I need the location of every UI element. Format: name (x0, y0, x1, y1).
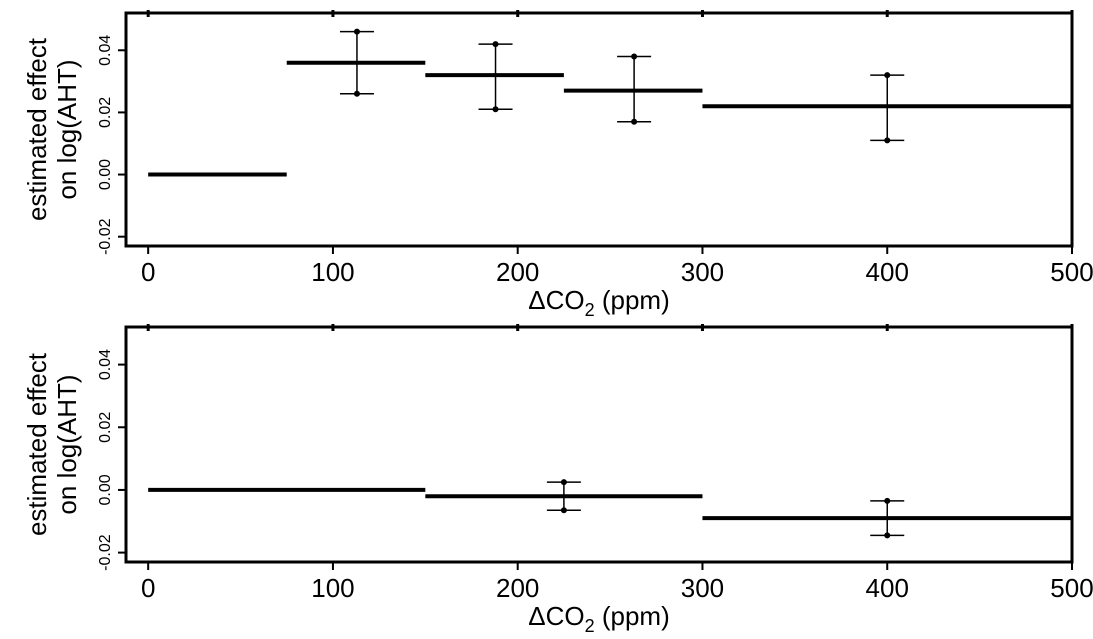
x-axis-title: ΔCO2 (ppm) (528, 601, 670, 636)
y-axis-title-line2: on log(AHT) (52, 374, 82, 514)
panel-1: 0 100 200 300 400 500 -0.02 0.00 0.02 0.04 estimat… (22, 10, 1093, 320)
x-tick-label: 400 (866, 573, 909, 603)
x-tick-label: 200 (496, 257, 539, 287)
error-bar-point-high (560, 479, 567, 486)
x-tick-label: 500 (1050, 573, 1093, 603)
y-tick-label: -0.02 (97, 218, 114, 255)
x-tick-label: 0 (141, 573, 155, 603)
y-tick-label: 0.02 (97, 412, 114, 443)
x-tick-label: 300 (681, 257, 724, 287)
y-axis-title-line1: estimated effect (22, 352, 52, 536)
x-tick-label: 500 (1050, 257, 1093, 287)
y-axis-title-line1: estimated effect (22, 37, 52, 221)
x-axis-title-subscript: 2 (585, 616, 595, 636)
y-tick-label: 0.04 (97, 349, 114, 380)
plot-frame (124, 11, 1074, 248)
x-axis-title: ΔCO2 (ppm) (528, 285, 670, 320)
y-tick-label: 0.00 (97, 474, 114, 505)
plot-frame (124, 325, 1074, 564)
error-bar-point-low (884, 532, 891, 539)
y-tick-label: 0.04 (97, 35, 114, 66)
error-bar-point-low (884, 137, 891, 144)
error-bar-point-high (353, 28, 360, 35)
error-bar-point-high (492, 41, 499, 48)
x-axis-title-main: ΔCO (528, 285, 584, 315)
error-bar-point-low (560, 507, 567, 514)
x-tick-label: 100 (311, 257, 354, 287)
x-axis-title-unit: (ppm) (595, 285, 670, 315)
error-bar-point-high (884, 72, 891, 79)
x-tick-label: 0 (141, 257, 155, 287)
error-bar-point-low (631, 118, 638, 125)
x-axis-title-subscript: 2 (585, 300, 595, 320)
x-axis-title-unit: (ppm) (595, 601, 670, 631)
x-axis-title-main: ΔCO (528, 601, 584, 631)
x-tick-label: 400 (866, 257, 909, 287)
x-tick-label: 300 (681, 573, 724, 603)
x-tick-label: 100 (311, 573, 354, 603)
y-tick-label: 0.02 (97, 97, 114, 128)
panel-2: 0 100 200 300 400 500 -0.02 0.00 0.02 0.04 estimat… (22, 324, 1093, 636)
y-axis-title-line2: on log(AHT) (52, 59, 82, 199)
error-bar-point-high (884, 497, 891, 504)
y-tick-label: 0.00 (97, 159, 114, 190)
error-bar-point-low (492, 106, 499, 113)
y-tick-label: -0.02 (97, 534, 114, 571)
error-bar-point-high (631, 53, 638, 60)
x-tick-label: 200 (496, 573, 539, 603)
error-bar-point-low (353, 90, 360, 97)
